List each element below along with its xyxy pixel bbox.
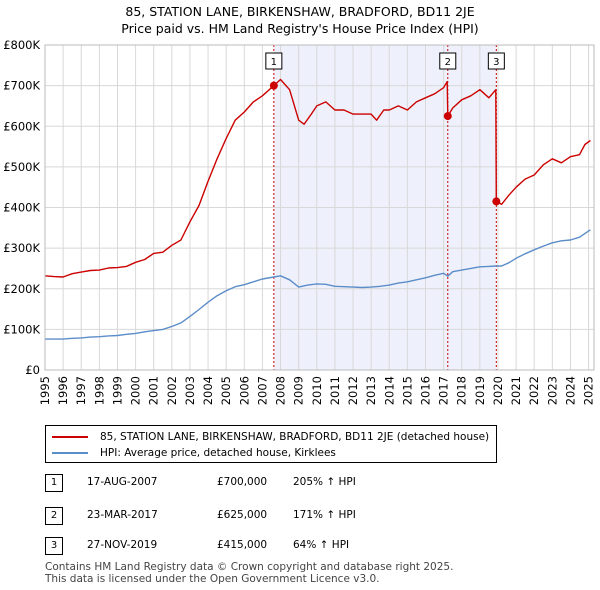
y-tick-label: £600K	[3, 119, 40, 133]
sale-row-3: 3 27-NOV-2019 £415,000 64% ↑ HPI	[45, 537, 445, 555]
x-tick-label: 2013	[364, 376, 378, 405]
chart-subtitle: Price paid vs. HM Land Registry's House …	[121, 21, 479, 36]
x-tick-label: 2010	[310, 376, 324, 405]
y-tick-label: £800K	[3, 38, 40, 52]
legend-blue-label: HPI: Average price, detached house, Kirk…	[100, 447, 336, 459]
sale-number: 2	[45, 507, 63, 525]
legend-red-swatch	[52, 436, 88, 438]
legend-red-label: 85, STATION LANE, BIRKENSHAW, BRADFORD, …	[100, 431, 490, 443]
x-tick-label: 1998	[92, 376, 106, 405]
sale-marker-label: 1	[271, 57, 277, 68]
x-tick-label: 2011	[328, 376, 342, 405]
y-tick-label: £300K	[3, 241, 40, 255]
sale-point	[492, 197, 501, 206]
sale-number: 1	[45, 474, 63, 492]
chart-title: 85, STATION LANE, BIRKENSHAW, BRADFORD, …	[125, 4, 475, 19]
legend-item-red: 85, STATION LANE, BIRKENSHAW, BRADFORD, …	[52, 430, 489, 444]
sale-marker-label: 3	[493, 57, 499, 68]
footer-copyright: Contains HM Land Registry data © Crown c…	[45, 561, 454, 573]
y-tick-label: £400K	[3, 201, 40, 215]
x-tick-label: 2000	[129, 376, 143, 405]
x-tick-label: 2016	[418, 376, 432, 405]
x-tick-label: 2025	[582, 376, 596, 405]
sale-date: 27-NOV-2019	[87, 539, 158, 551]
x-tick-label: 2017	[437, 376, 451, 405]
x-tick-label: 2001	[147, 376, 161, 405]
sale-row-1: 1 17-AUG-2007 £700,000 205% ↑ HPI	[45, 474, 445, 492]
x-tick-label: 2004	[201, 376, 215, 405]
x-tick-label: 1999	[110, 376, 124, 405]
sale-number: 3	[45, 537, 63, 555]
x-tick-label: 2015	[400, 376, 414, 405]
x-tick-label: 2019	[473, 376, 487, 405]
x-tick-label: 2005	[219, 376, 233, 405]
x-tick-label: 2012	[346, 376, 360, 405]
x-tick-label: 1997	[74, 376, 88, 405]
sale-row-2: 2 23-MAR-2017 £625,000 171% ↑ HPI	[45, 507, 445, 525]
price-chart: £0 £100K £200K £300K £400K £500K £600K £700K £80…	[3, 38, 596, 405]
y-tick-label: £700K	[3, 79, 40, 93]
y-tick-label: £200K	[3, 282, 40, 296]
x-tick-label: 2020	[491, 376, 505, 405]
sale-hpi-change: 64% ↑ HPI	[293, 539, 350, 551]
footer-licence: This data is licensed under the Open Gov…	[45, 573, 380, 585]
x-tick-label: 2006	[237, 376, 251, 405]
hpi-line	[45, 229, 591, 340]
sale-marker-box	[439, 52, 457, 70]
sale-marker-box	[265, 52, 283, 70]
x-tick-label: 2021	[509, 376, 523, 405]
y-tick-label: £0	[25, 363, 40, 377]
plot-frame	[44, 44, 595, 371]
sale-hpi-change: 205% ↑ HPI	[293, 476, 356, 488]
y-tick-label: £500K	[3, 160, 40, 174]
sale-price: £700,000	[217, 476, 268, 488]
x-tick-label: 2014	[382, 376, 396, 405]
sale-point	[269, 81, 278, 90]
sale-marker-box	[487, 52, 505, 70]
x-tick-label: 1996	[56, 376, 70, 405]
sale-price: £625,000	[217, 509, 268, 521]
x-tick-label: 2024	[563, 376, 577, 405]
x-tick-label: 2018	[455, 376, 469, 405]
sale-hpi-change: 171% ↑ HPI	[293, 509, 356, 521]
sale-date: 17-AUG-2007	[87, 476, 158, 488]
property-price-line	[44, 78, 591, 278]
sale-point	[443, 112, 452, 121]
sale-date: 23-MAR-2017	[87, 509, 158, 521]
sale-price: £415,000	[217, 539, 268, 551]
x-tick-label: 1995	[38, 376, 52, 405]
legend: 85, STATION LANE, BIRKENSHAW, BRADFORD, …	[45, 425, 497, 463]
x-tick-label: 2002	[165, 376, 179, 405]
x-tick-label: 2023	[545, 376, 559, 405]
x-tick-label: 2022	[527, 376, 541, 405]
sale-marker-label: 2	[445, 57, 451, 68]
x-tick-label: 2009	[292, 376, 306, 405]
legend-item-blue: HPI: Average price, detached house, Kirk…	[52, 446, 336, 460]
legend-blue-swatch	[52, 452, 88, 454]
x-tick-label: 2007	[255, 376, 269, 405]
x-tick-label: 2003	[183, 376, 197, 405]
x-tick-label: 2008	[274, 376, 288, 405]
y-tick-label: £100K	[3, 322, 40, 336]
